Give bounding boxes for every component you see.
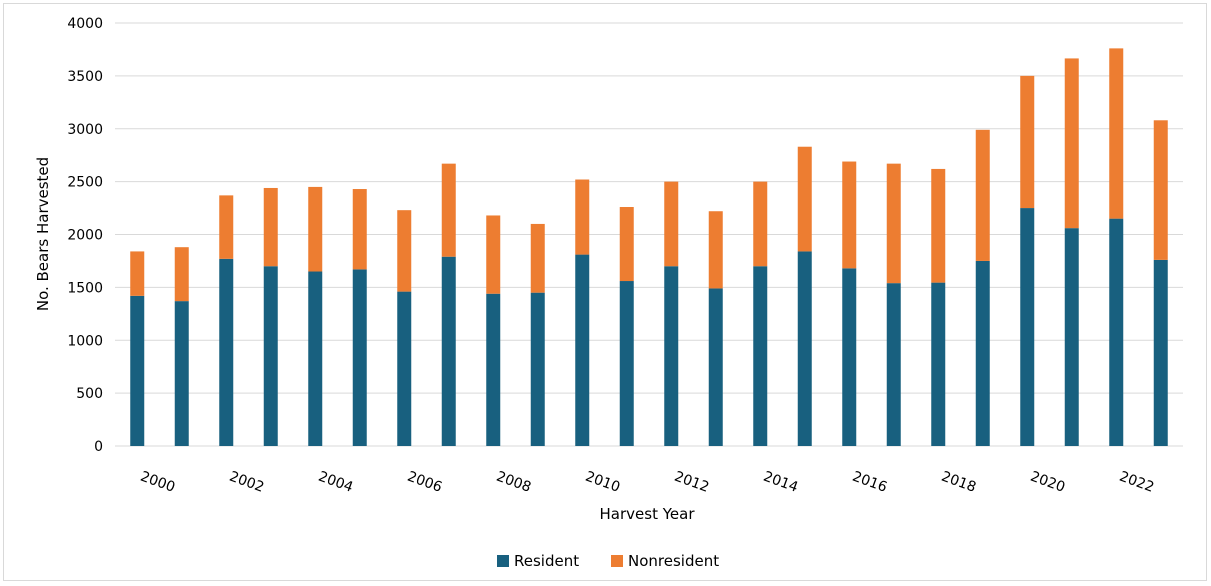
bar-resident-2007 bbox=[441, 256, 456, 446]
bar-resident-2004 bbox=[308, 271, 323, 446]
bar-nonresident-2007 bbox=[441, 163, 456, 257]
bar-nonresident-2004 bbox=[308, 186, 323, 272]
chart-frame bbox=[3, 3, 1207, 581]
x-tick-label: 2004 bbox=[316, 469, 355, 496]
y-tick-label: 3000 bbox=[67, 122, 103, 138]
x-axis-title: Harvest Year bbox=[600, 505, 696, 523]
y-axis-title: No. Bears Harvested bbox=[34, 157, 52, 311]
bar-nonresident-2011 bbox=[619, 207, 634, 282]
bar-resident-2019 bbox=[975, 260, 990, 446]
bar-resident-2005 bbox=[352, 269, 367, 446]
y-tick-label: 3500 bbox=[67, 69, 103, 85]
y-tick-label: 1500 bbox=[67, 280, 103, 296]
y-tick-label: 0 bbox=[94, 439, 103, 455]
bar-nonresident-2021 bbox=[1064, 58, 1079, 229]
x-tick-label: 2000 bbox=[138, 469, 177, 496]
bar-resident-2009 bbox=[530, 292, 545, 446]
bar-resident-2017 bbox=[886, 283, 901, 446]
bar-resident-2003 bbox=[263, 266, 278, 446]
bar-nonresident-2017 bbox=[886, 163, 901, 284]
bar-nonresident-2013 bbox=[708, 211, 723, 289]
x-tick-label: 2006 bbox=[405, 469, 444, 496]
bar-nonresident-2012 bbox=[664, 181, 679, 267]
bar-resident-2016 bbox=[842, 268, 857, 446]
y-tick-label: 2000 bbox=[67, 228, 103, 244]
y-tick-label: 500 bbox=[76, 386, 103, 402]
bar-resident-2001 bbox=[174, 301, 189, 446]
bar-nonresident-2003 bbox=[263, 187, 278, 267]
bar-nonresident-2023 bbox=[1153, 120, 1168, 260]
bar-resident-2023 bbox=[1153, 259, 1168, 446]
x-tick-label: 2020 bbox=[1028, 469, 1067, 496]
legend-label-resident: Resident bbox=[514, 552, 579, 570]
bar-resident-2013 bbox=[708, 288, 723, 446]
bar-nonresident-2015 bbox=[797, 146, 812, 252]
bar-nonresident-2010 bbox=[575, 179, 590, 255]
x-tick-labels: 2000 2002 2004 2006 2008 2010 2012 2014 2016 2018… bbox=[138, 469, 1156, 496]
y-tick-label: 1000 bbox=[67, 333, 103, 349]
bar-nonresident-2016 bbox=[842, 161, 857, 269]
x-tick-label: 2016 bbox=[850, 469, 889, 496]
bar-resident-2015 bbox=[797, 251, 812, 446]
bar-nonresident-2022 bbox=[1109, 48, 1124, 219]
bar-nonresident-2008 bbox=[486, 215, 501, 294]
x-tick-label: 2008 bbox=[494, 469, 533, 496]
bar-nonresident-2000 bbox=[130, 251, 145, 296]
bar-resident-2000 bbox=[130, 295, 145, 446]
bar-nonresident-2009 bbox=[530, 223, 545, 293]
bar-resident-2020 bbox=[1020, 208, 1035, 446]
bar-nonresident-2019 bbox=[975, 129, 990, 261]
bar-nonresident-2002 bbox=[219, 195, 234, 259]
legend: Resident Nonresident bbox=[497, 552, 719, 570]
legend-swatch-resident bbox=[497, 555, 509, 567]
bar-resident-2021 bbox=[1064, 228, 1079, 446]
x-tick-label: 2014 bbox=[761, 469, 800, 496]
bar-resident-2011 bbox=[619, 281, 634, 446]
bars bbox=[130, 48, 1168, 446]
legend-label-nonresident: Nonresident bbox=[628, 552, 719, 570]
x-tick-label: 2022 bbox=[1117, 469, 1156, 496]
legend-swatch-nonresident bbox=[611, 555, 623, 567]
bar-nonresident-2006 bbox=[397, 210, 412, 292]
bar-nonresident-2001 bbox=[174, 247, 189, 302]
y-tick-label: 4000 bbox=[67, 16, 103, 32]
x-tick-label: 2010 bbox=[583, 469, 622, 496]
y-tick-labels: 0 500 1000 1500 2000 2500 3000 3500 4000 bbox=[67, 16, 103, 455]
x-tick-label: 2012 bbox=[672, 469, 711, 496]
bar-resident-2006 bbox=[397, 291, 412, 446]
bar-resident-2010 bbox=[575, 254, 590, 446]
bar-nonresident-2020 bbox=[1020, 75, 1035, 209]
bar-nonresident-2018 bbox=[931, 168, 946, 283]
bar-resident-2022 bbox=[1109, 218, 1124, 446]
bar-resident-2008 bbox=[486, 293, 501, 446]
bar-nonresident-2014 bbox=[753, 181, 768, 267]
y-tick-label: 2500 bbox=[67, 175, 103, 191]
x-tick-label: 2002 bbox=[227, 469, 266, 496]
bar-nonresident-2005 bbox=[352, 189, 367, 270]
bar-resident-2014 bbox=[753, 266, 768, 446]
bar-resident-2012 bbox=[664, 266, 679, 446]
gridlines bbox=[115, 22, 1183, 447]
bar-resident-2002 bbox=[219, 258, 234, 446]
bar-resident-2018 bbox=[931, 282, 946, 446]
x-tick-label: 2018 bbox=[939, 469, 978, 496]
